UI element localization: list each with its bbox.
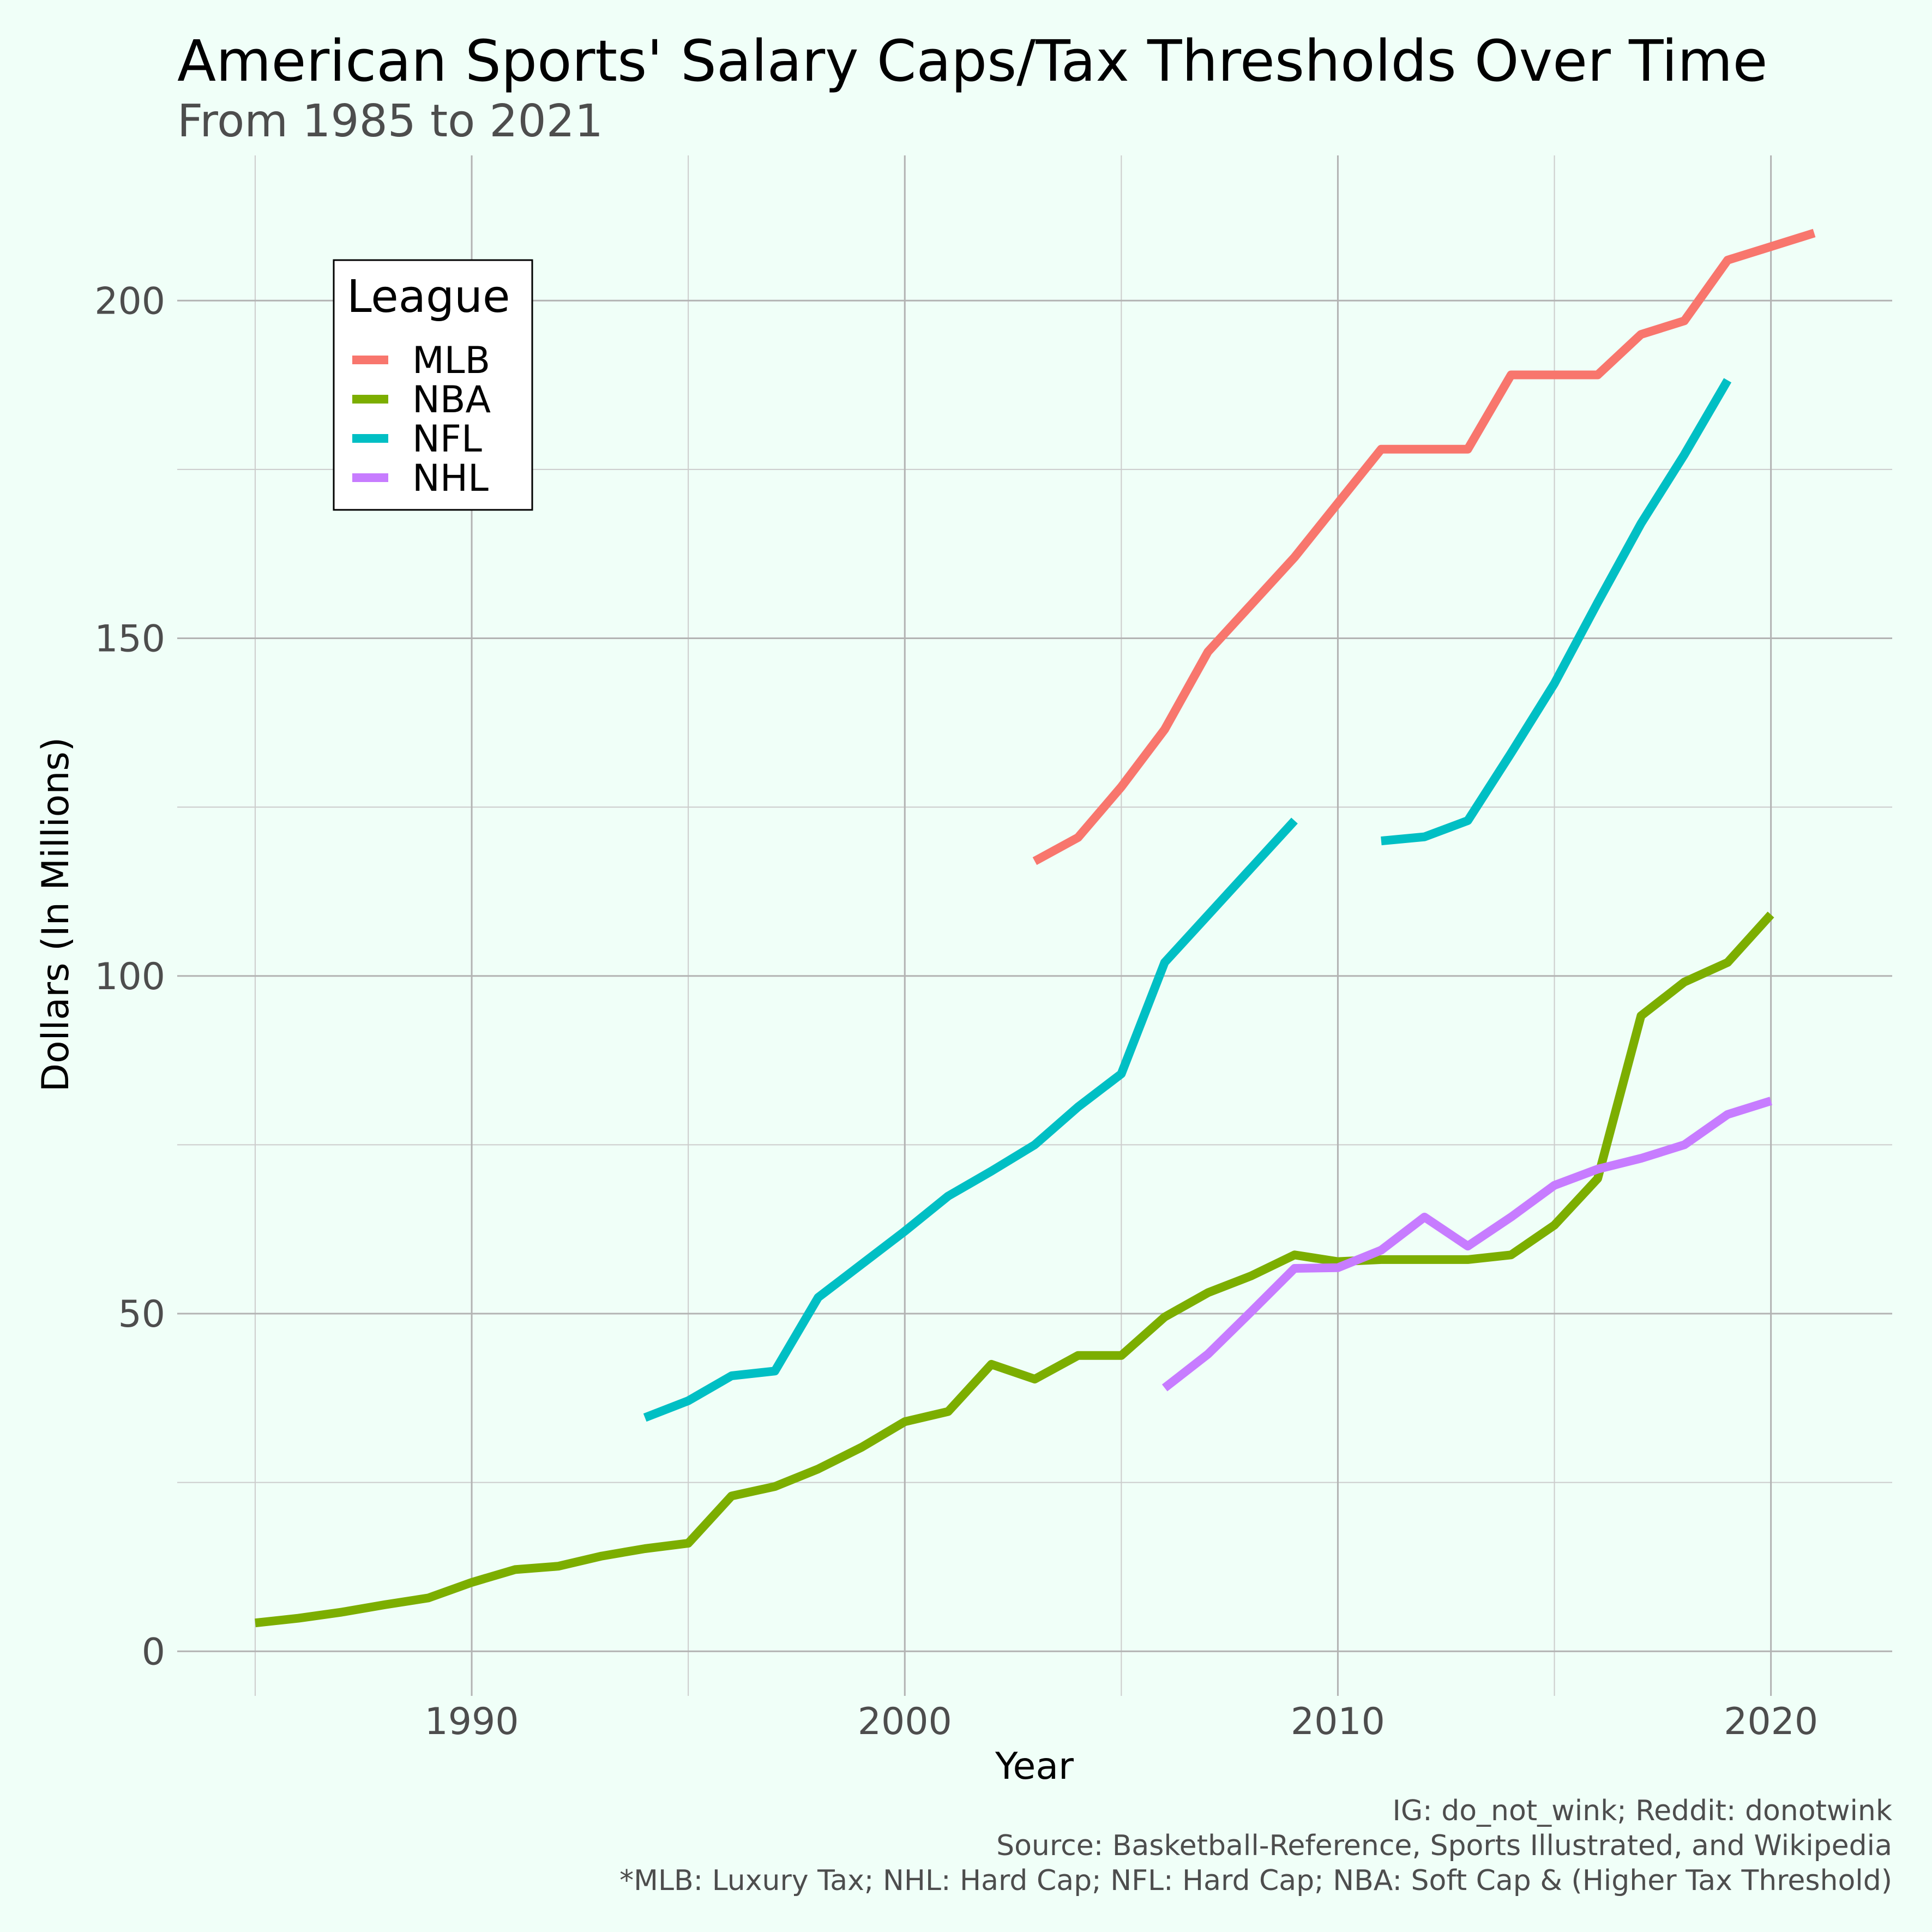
legend-box xyxy=(333,259,533,511)
y-tick-label: 50 xyxy=(118,1293,165,1336)
series-line-nba xyxy=(255,911,1774,1628)
legend-label-nhl: NHL xyxy=(412,457,489,500)
series-lines xyxy=(255,228,1816,1628)
caption: IG: do_not_wink; Reddit: donotwink Sourc… xyxy=(619,1795,1892,1897)
x-tick-label: 1990 xyxy=(425,1700,519,1743)
chart-title: American Sports' Salary Caps/Tax Thresho… xyxy=(177,28,1767,94)
legend-title: League xyxy=(347,271,510,323)
y-tick-label: 200 xyxy=(94,280,165,323)
x-axis-title: Year xyxy=(995,1745,1074,1788)
caption-note: *MLB: Luxury Tax; NHL: Hard Cap; NFL: Ha… xyxy=(619,1864,1892,1897)
y-tick-label: 100 xyxy=(94,955,165,998)
series-line-mlb xyxy=(1032,228,1816,865)
y-axis-title: Dollars (In Millions) xyxy=(34,737,77,1092)
x-axis-ticks: 1990 2000 2010 2020 xyxy=(425,1700,1819,1743)
legend-label-mlb: MLB xyxy=(412,339,490,382)
x-tick-label: 2000 xyxy=(858,1700,952,1743)
legend-label-nba: NBA xyxy=(412,378,491,422)
series-line-nfl xyxy=(1381,378,1732,846)
x-tick-label: 2020 xyxy=(1724,1700,1818,1743)
series-line-nhl xyxy=(1161,1097,1772,1392)
y-axis-ticks: 0 50 100 150 200 xyxy=(94,280,165,1674)
legend-label-nfl: NFL xyxy=(412,418,482,461)
chart-subtitle: From 1985 to 2021 xyxy=(177,95,603,147)
y-tick-label: 0 xyxy=(142,1630,165,1674)
series-line-nfl xyxy=(643,817,1298,1422)
caption-credit: IG: do_not_wink; Reddit: donotwink xyxy=(1393,1795,1892,1827)
y-tick-label: 150 xyxy=(94,618,165,661)
x-tick-label: 2010 xyxy=(1291,1700,1385,1743)
caption-source: Source: Basketball-Reference, Sports Ill… xyxy=(996,1829,1892,1862)
